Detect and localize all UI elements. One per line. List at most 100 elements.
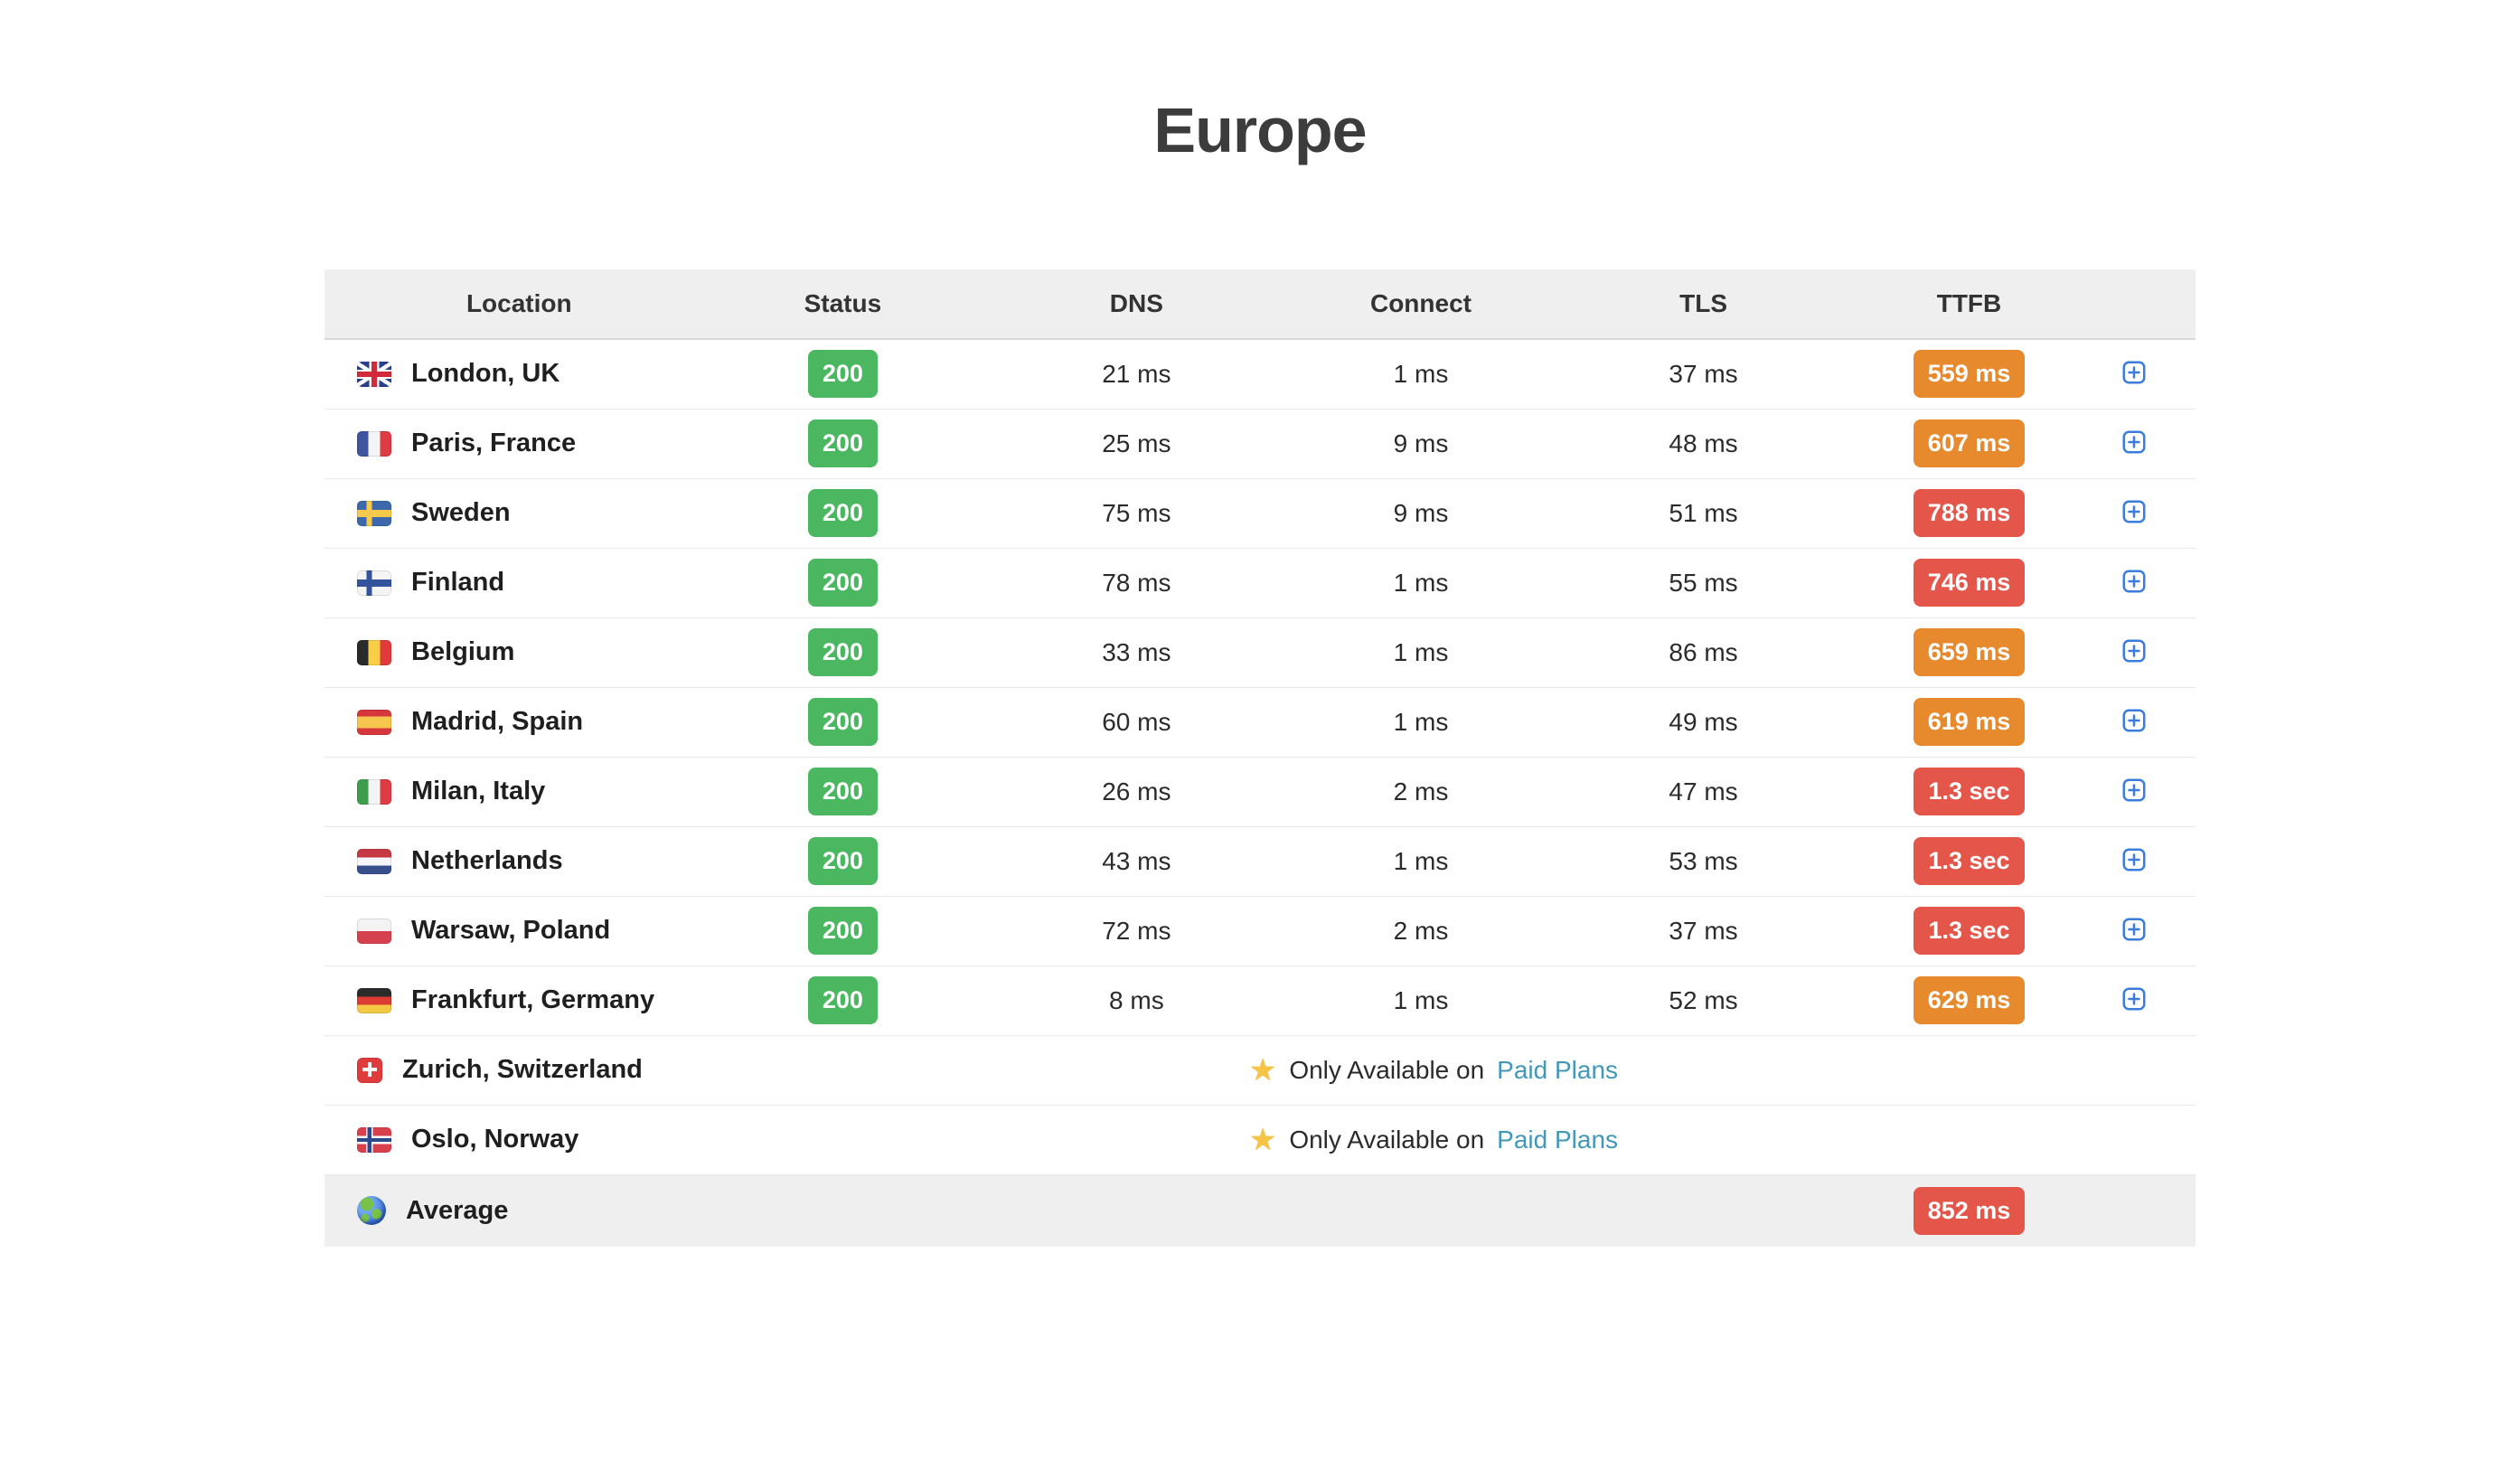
connect-value: 1 ms <box>1302 826 1541 896</box>
flag-switzerland-icon <box>357 1058 382 1083</box>
column-header-tls: TLS <box>1540 269 1866 339</box>
paid-plan-notice: Only Available on <box>1289 1126 1484 1154</box>
table-header-row: Location Status DNS Connect TLS TTFB <box>324 269 2196 339</box>
dns-value: 75 ms <box>972 478 1301 548</box>
plus-square-icon <box>2120 445 2148 458</box>
column-header-connect: Connect <box>1302 269 1541 339</box>
connect-value: 1 ms <box>1302 617 1541 687</box>
expand-row-button[interactable] <box>2117 564 2151 598</box>
status-badge: 200 <box>808 768 878 815</box>
connect-value: 1 ms <box>1302 687 1541 757</box>
column-header-status: Status <box>714 269 973 339</box>
tls-value: 49 ms <box>1540 687 1866 757</box>
column-header-expand <box>2072 269 2196 339</box>
connect-value: 1 ms <box>1302 966 1541 1035</box>
dns-value: 8 ms <box>972 966 1301 1035</box>
status-badge: 200 <box>808 976 878 1024</box>
expand-row-button[interactable] <box>2117 773 2151 807</box>
location-label: Frankfurt, Germany <box>411 985 654 1015</box>
locked-table-row: Zurich, Switzerland ★ Only Available on … <box>324 1035 2196 1105</box>
location-label: Oslo, Norway <box>411 1125 578 1154</box>
plus-square-icon <box>2120 723 2148 737</box>
expand-row-button[interactable] <box>2117 982 2151 1016</box>
plus-square-icon <box>2120 932 2148 946</box>
flag-uk-icon <box>357 362 391 387</box>
latency-table-container: Location Status DNS Connect TLS TTFB Lon… <box>324 269 2196 1247</box>
table-row: Finland 200 78 ms 1 ms 55 ms 746 ms <box>324 548 2196 617</box>
connect-value: 1 ms <box>1302 339 1541 409</box>
average-row: Average 852 ms <box>324 1174 2196 1247</box>
plus-square-icon <box>2120 654 2148 667</box>
flag-poland-icon <box>357 918 391 944</box>
flag-spain-icon <box>357 710 391 735</box>
location-label: Paris, France <box>411 429 576 458</box>
tls-value: 37 ms <box>1540 339 1866 409</box>
plus-square-icon <box>2120 862 2148 876</box>
expand-row-button[interactable] <box>2117 843 2151 877</box>
page-title: Europe <box>0 94 2520 166</box>
ttfb-badge: 1.3 sec <box>1914 837 2024 885</box>
paid-plans-link[interactable]: Paid Plans <box>1497 1056 1618 1085</box>
table-row: Milan, Italy 200 26 ms 2 ms 47 ms 1.3 se… <box>324 757 2196 826</box>
tls-value: 86 ms <box>1540 617 1866 687</box>
ttfb-badge: 619 ms <box>1914 698 2026 746</box>
ttfb-badge: 788 ms <box>1914 489 2026 537</box>
paid-plans-link[interactable]: Paid Plans <box>1497 1126 1618 1154</box>
expand-row-button[interactable] <box>2117 495 2151 529</box>
flag-netherlands-icon <box>357 849 391 874</box>
expand-row-button[interactable] <box>2117 634 2151 668</box>
dns-value: 25 ms <box>972 409 1301 478</box>
expand-row-button[interactable] <box>2117 912 2151 947</box>
connect-value: 9 ms <box>1302 409 1541 478</box>
location-label: Madrid, Spain <box>411 707 583 737</box>
dns-value: 78 ms <box>972 548 1301 617</box>
column-header-dns: DNS <box>972 269 1301 339</box>
table-row: Sweden 200 75 ms 9 ms 51 ms 788 ms <box>324 478 2196 548</box>
status-badge: 200 <box>808 419 878 467</box>
ttfb-badge: 629 ms <box>1914 976 2026 1024</box>
connect-value: 1 ms <box>1302 548 1541 617</box>
location-label: Warsaw, Poland <box>411 916 610 946</box>
location-label: Zurich, Switzerland <box>402 1055 643 1085</box>
table-row: Frankfurt, Germany 200 8 ms 1 ms 52 ms 6… <box>324 966 2196 1035</box>
tls-value: 51 ms <box>1540 478 1866 548</box>
tls-value: 55 ms <box>1540 548 1866 617</box>
location-label: Milan, Italy <box>411 777 545 806</box>
average-label: Average <box>406 1196 508 1226</box>
tls-value: 53 ms <box>1540 826 1866 896</box>
location-label: Netherlands <box>411 846 563 876</box>
connect-value: 2 ms <box>1302 757 1541 826</box>
expand-row-button[interactable] <box>2117 703 2151 738</box>
expand-row-button[interactable] <box>2117 425 2151 459</box>
status-badge: 200 <box>808 698 878 746</box>
dns-value: 60 ms <box>972 687 1301 757</box>
latency-table: Location Status DNS Connect TLS TTFB Lon… <box>324 269 2196 1247</box>
flag-finland-icon <box>357 570 391 596</box>
flag-belgium-icon <box>357 640 391 665</box>
table-row: Netherlands 200 43 ms 1 ms 53 ms 1.3 sec <box>324 826 2196 896</box>
status-badge: 200 <box>808 350 878 398</box>
tls-value: 48 ms <box>1540 409 1866 478</box>
star-icon: ★ <box>1249 1055 1276 1086</box>
location-label: Belgium <box>411 637 514 667</box>
plus-square-icon <box>2120 584 2148 598</box>
location-label: Sweden <box>411 498 511 528</box>
ttfb-badge: 746 ms <box>1914 559 2026 607</box>
ttfb-badge: 659 ms <box>1914 628 2026 676</box>
locked-table-row: Oslo, Norway ★ Only Available on Paid Pl… <box>324 1105 2196 1174</box>
connect-value: 2 ms <box>1302 896 1541 966</box>
table-row: London, UK 200 21 ms 1 ms 37 ms 559 ms <box>324 339 2196 409</box>
ttfb-badge: 559 ms <box>1914 350 2026 398</box>
column-header-location: Location <box>324 269 714 339</box>
table-row: Belgium 200 33 ms 1 ms 86 ms 659 ms <box>324 617 2196 687</box>
expand-row-button[interactable] <box>2117 355 2151 390</box>
flag-norway-icon <box>357 1127 391 1153</box>
ttfb-badge: 607 ms <box>1914 419 2026 467</box>
dns-value: 72 ms <box>972 896 1301 966</box>
plus-square-icon <box>2120 514 2148 528</box>
status-badge: 200 <box>808 489 878 537</box>
tls-value: 47 ms <box>1540 757 1866 826</box>
ttfb-badge: 1.3 sec <box>1914 907 2024 955</box>
globe-icon <box>357 1196 386 1225</box>
dns-value: 43 ms <box>972 826 1301 896</box>
